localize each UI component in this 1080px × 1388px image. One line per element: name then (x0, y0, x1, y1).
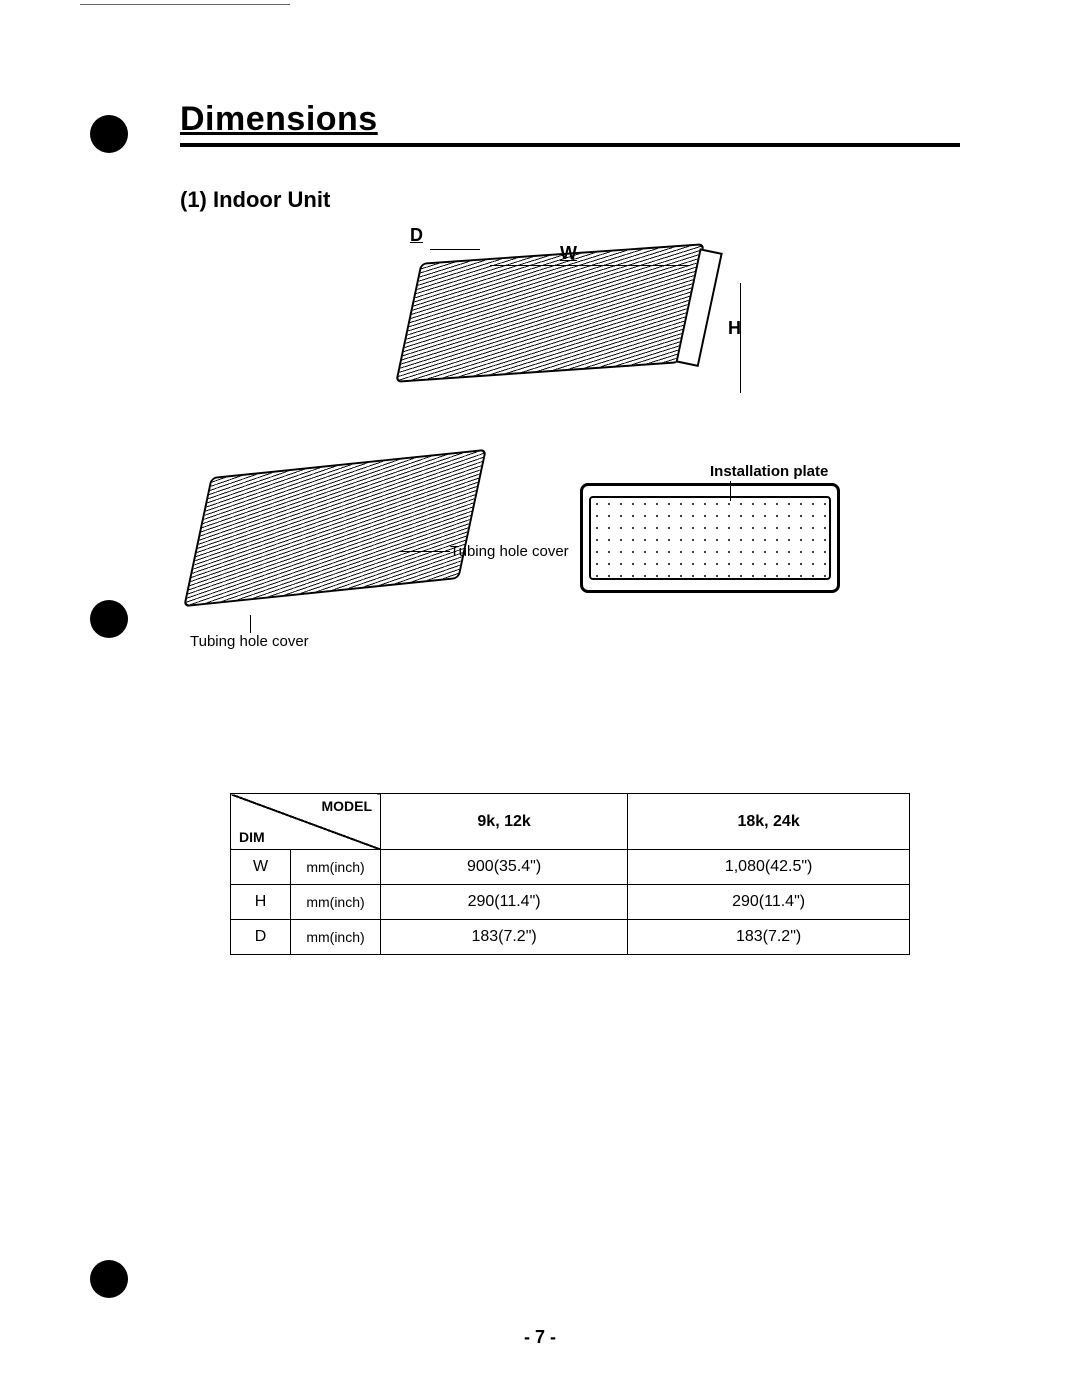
punch-hole-icon (90, 1260, 128, 1298)
callout-text: Tubing hole cover (450, 543, 569, 560)
diagram-area: D W H Tubing hole cover Tubing hole cove… (180, 253, 960, 693)
dim-line-h (740, 283, 741, 393)
cell-value: 183(7.2") (628, 920, 910, 955)
section-subtitle: (1) Indoor Unit (180, 187, 960, 213)
installation-plate-diagram (580, 483, 840, 593)
header-model: MODEL (321, 798, 372, 814)
callout-text: Tubing hole cover (190, 633, 309, 650)
page-content: Dimensions (1) Indoor Unit D W H Tubing … (0, 0, 1080, 995)
page-title: Dimensions (180, 100, 378, 138)
cell-value: 290(11.4") (628, 885, 910, 920)
indoor-unit-front-diagram (410, 253, 690, 373)
cell-unit: mm(inch) (291, 920, 381, 955)
table-row: W mm(inch) 900(35.4") 1,080(42.5") (231, 850, 910, 885)
callout-tubing-lower: Tubing hole cover (190, 633, 309, 650)
cell-unit: mm(inch) (291, 885, 381, 920)
callout-tubing-upper: Tubing hole cover (450, 543, 569, 560)
cell-value: 1,080(42.5") (628, 850, 910, 885)
dim-line-w (490, 265, 690, 266)
table-header-diagonal: MODEL DIM (231, 794, 381, 850)
cell-dim: W (231, 850, 291, 885)
page-number: - 7 - (0, 1327, 1080, 1348)
plate-pattern (589, 496, 831, 580)
header-model-a: 9k, 12k (381, 794, 628, 850)
callout-installation-plate: Installation plate (710, 463, 828, 480)
dimensions-table: MODEL DIM 9k, 12k 18k, 24k W mm(inch) 90… (230, 793, 910, 955)
indoor-unit-exploded-diagram (200, 463, 470, 593)
cell-value: 183(7.2") (381, 920, 628, 955)
cell-value: 900(35.4") (381, 850, 628, 885)
unit-exploded-shape (183, 449, 487, 607)
dim-label-w: W (560, 243, 577, 264)
header-model-b: 18k, 24k (628, 794, 910, 850)
table-header-row: MODEL DIM 9k, 12k 18k, 24k (231, 794, 910, 850)
cell-unit: mm(inch) (291, 850, 381, 885)
header-dim: DIM (239, 829, 265, 845)
cell-value: 290(11.4") (381, 885, 628, 920)
dim-label-d: D (410, 225, 423, 246)
callout-text: Installation plate (710, 463, 828, 480)
table-row: H mm(inch) 290(11.4") 290(11.4") (231, 885, 910, 920)
cell-dim: D (231, 920, 291, 955)
title-rule: Dimensions (180, 100, 960, 147)
cell-dim: H (231, 885, 291, 920)
dim-line-d (430, 249, 480, 250)
table-row: D mm(inch) 183(7.2") 183(7.2") (231, 920, 910, 955)
